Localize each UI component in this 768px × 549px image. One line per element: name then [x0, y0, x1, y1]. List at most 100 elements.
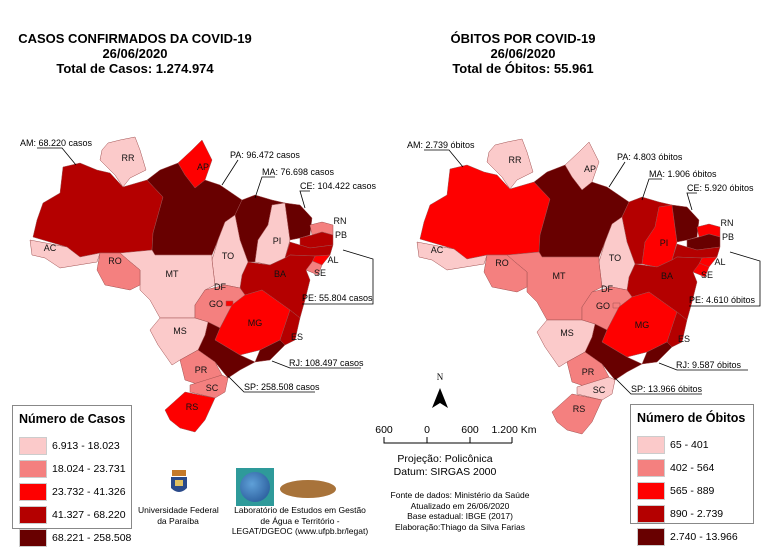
callout-am: AM: 68.220 casos: [20, 138, 93, 148]
state-label-mg: MG: [635, 320, 650, 330]
callout-line-am: [37, 147, 77, 166]
state-label-ba: BA: [274, 269, 286, 279]
state-sc: [576, 376, 616, 401]
legend-item: 565 - 889: [637, 479, 747, 502]
legat-globe-logo: [236, 468, 274, 506]
scale-tick-label: 1.200 Km: [492, 424, 537, 436]
state-label-ms: MS: [560, 328, 574, 338]
state-ro: [483, 254, 528, 293]
state-label-pi: PI: [660, 238, 669, 248]
title-date: 26/06/2020: [102, 46, 168, 61]
state-label-ac: AC: [44, 243, 57, 253]
legend-label: 65 - 401: [670, 438, 709, 451]
state-ce: [671, 204, 700, 243]
legend-label: 6.913 - 18.023: [52, 439, 120, 452]
legend-swatch: [19, 436, 47, 455]
state-rr: [486, 138, 534, 190]
legat-name: Laboratório de Estudos em Gestão de Água…: [226, 505, 374, 537]
state-label-ms: MS: [173, 326, 187, 336]
cases-map-title: CASOS CONFIRMADOS DA COVID-19 26/06/2020…: [0, 31, 285, 76]
state-label-pb: PB: [335, 230, 347, 240]
callout-line-ma: [254, 176, 275, 199]
scale-tick-label: 600: [375, 424, 393, 436]
credit-line: Base estadual: IBGE (2017): [407, 511, 513, 521]
state-label-al: AL: [327, 255, 338, 265]
legend-item: 2.740 - 13.966: [637, 525, 747, 548]
state-label-rs: RS: [573, 404, 586, 414]
callout-pe: PE: 4.610 óbitos: [689, 295, 756, 305]
deaths-map-title: ÓBITOS POR COVID-19 26/06/2020 Total de …: [373, 31, 673, 76]
legend-swatch: [637, 458, 665, 477]
legend-item: 41.327 - 68.220: [19, 503, 126, 526]
callout-line-rj: [271, 360, 361, 369]
callout-line-sp: [614, 377, 702, 395]
north-arrow-icon: N: [432, 372, 448, 408]
projection-info: Projeção: Policônica Datum: SIRGAS 2000: [370, 453, 520, 479]
state-label-pr: PR: [582, 367, 595, 377]
state-label-rs: RS: [186, 402, 199, 412]
state-label-ba: BA: [661, 271, 673, 281]
legend-item: 18.024 - 23.731: [19, 457, 126, 480]
projection: Projeção: Policônica: [397, 453, 493, 465]
state-label-ap: AP: [197, 162, 209, 172]
north-label: N: [437, 372, 444, 382]
title-total: Total de Óbitos: 55.961: [452, 61, 594, 76]
state-label-rr: RR: [509, 155, 522, 165]
callout-line-ce: [299, 190, 310, 209]
callout-line-am: [424, 149, 464, 168]
legend-swatch: [637, 435, 665, 454]
legend-label: 18.024 - 23.731: [52, 462, 126, 475]
state-label-mg: MG: [248, 318, 263, 328]
callout-line-pe: [689, 251, 761, 307]
ufpb-logo: [168, 468, 190, 500]
credits: Fonte de dados: Ministério da Saúde Atua…: [380, 490, 540, 532]
legend-label: 2.740 - 13.966: [670, 530, 738, 543]
state-label-df: DF: [601, 284, 613, 294]
state-label-es: ES: [678, 334, 690, 344]
state-label-mt: MT: [553, 271, 566, 281]
scale-bar: 600 0 600 1.200 Km: [375, 424, 537, 444]
title-line: CASOS CONFIRMADOS DA COVID-19: [18, 31, 252, 46]
datum: Datum: SIRGAS 2000: [393, 466, 497, 478]
legend-item: 890 - 2.739: [637, 502, 747, 525]
legat-logo: [280, 480, 336, 498]
state-sc: [189, 374, 229, 399]
legend-label: 68.221 - 258.508: [52, 531, 132, 544]
legend-label: 890 - 2.739: [670, 507, 724, 520]
legat-line: LEGAT/DGEOC (www.ufpb.br/legat): [231, 526, 369, 536]
state-label-sc: SC: [206, 383, 219, 393]
state-es: [279, 309, 301, 346]
state-label-pr: PR: [195, 365, 208, 375]
legend-swatch: [637, 527, 665, 546]
callout-ce: CE: 5.920 óbitos: [687, 183, 754, 193]
title-total: Total de Casos: 1.274.974: [56, 61, 214, 76]
legend-label: 565 - 889: [670, 484, 715, 497]
credit-line: Fonte de dados: Ministério da Saúde: [390, 490, 530, 500]
legat-line: de Água e Território -: [260, 515, 340, 526]
cases-legend: Número de Casos 6.913 - 18.023 18.024 - 2…: [12, 405, 132, 547]
state-label-se: SE: [701, 270, 713, 280]
state-label-rr: RR: [122, 153, 135, 163]
scale-tick-label: 0: [424, 424, 430, 436]
state-ac: [416, 241, 488, 271]
callout-sp: SP: 258.508 casos: [244, 382, 320, 392]
callout-ma: MA: 1.906 óbitos: [649, 169, 717, 179]
scale-tick-label: 600: [461, 424, 479, 436]
state-label-to: TO: [609, 253, 621, 263]
state-label-se: SE: [314, 268, 326, 278]
legend-swatch: [19, 528, 47, 547]
state-label-ac: AC: [431, 245, 444, 255]
state-label-ro: RO: [495, 258, 509, 268]
legend-swatch: [19, 482, 47, 501]
state-rs: [551, 393, 603, 435]
state-es: [666, 311, 688, 348]
legend-swatch: [19, 505, 47, 524]
state-rj: [641, 341, 673, 365]
legend-swatch: [637, 504, 665, 523]
state-ro: [96, 252, 141, 291]
state-label-rn: RN: [334, 216, 347, 226]
legend-label: 23.732 - 41.326: [52, 485, 126, 498]
